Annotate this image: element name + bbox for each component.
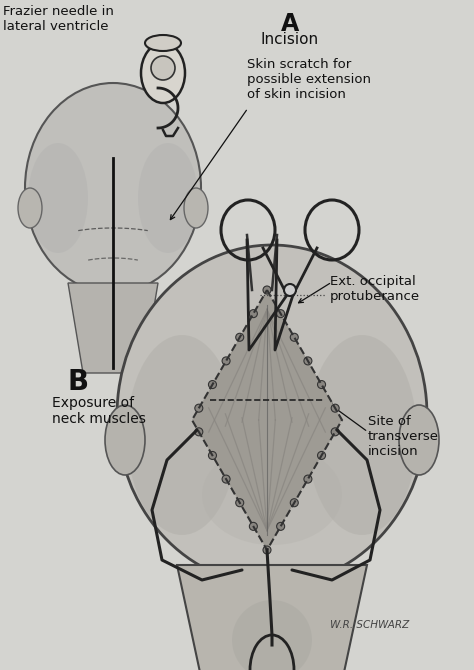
Ellipse shape: [28, 143, 88, 253]
Circle shape: [263, 546, 271, 554]
Circle shape: [222, 475, 230, 483]
Circle shape: [263, 286, 271, 294]
Circle shape: [331, 404, 339, 412]
Circle shape: [195, 404, 203, 412]
Circle shape: [195, 428, 203, 436]
Ellipse shape: [399, 405, 439, 475]
Circle shape: [284, 284, 296, 296]
Circle shape: [236, 333, 244, 341]
Circle shape: [304, 357, 312, 365]
Text: Ext. occipital
protuberance: Ext. occipital protuberance: [330, 275, 420, 303]
Text: Frazier needle in
lateral ventricle: Frazier needle in lateral ventricle: [3, 5, 114, 33]
Ellipse shape: [138, 143, 198, 253]
Ellipse shape: [232, 600, 312, 670]
Text: Exposure of
neck muscles: Exposure of neck muscles: [52, 396, 146, 426]
Ellipse shape: [184, 188, 208, 228]
Polygon shape: [177, 565, 367, 670]
Circle shape: [249, 310, 257, 318]
Circle shape: [318, 381, 326, 389]
Circle shape: [304, 475, 312, 483]
Circle shape: [290, 498, 298, 507]
Text: W.R. SCHWARZ: W.R. SCHWARZ: [330, 620, 409, 630]
Ellipse shape: [145, 35, 181, 51]
Text: A: A: [281, 12, 299, 36]
Ellipse shape: [141, 43, 185, 103]
Circle shape: [331, 428, 339, 436]
Text: Skin scratch for
possible extension
of skin incision: Skin scratch for possible extension of s…: [247, 58, 371, 101]
Circle shape: [236, 498, 244, 507]
Circle shape: [290, 333, 298, 341]
Circle shape: [318, 452, 326, 460]
Polygon shape: [68, 283, 158, 373]
Circle shape: [249, 523, 257, 531]
Circle shape: [277, 310, 284, 318]
Ellipse shape: [127, 335, 237, 535]
Ellipse shape: [117, 245, 427, 585]
Text: Site of
transverse
incision: Site of transverse incision: [368, 415, 439, 458]
Text: B: B: [68, 368, 89, 396]
Text: Incision: Incision: [261, 32, 319, 47]
Ellipse shape: [202, 445, 342, 545]
Ellipse shape: [18, 188, 42, 228]
Ellipse shape: [105, 405, 145, 475]
Circle shape: [151, 56, 175, 80]
Ellipse shape: [25, 83, 201, 293]
Circle shape: [222, 357, 230, 365]
Circle shape: [209, 381, 217, 389]
Circle shape: [277, 523, 284, 531]
Polygon shape: [192, 290, 342, 550]
Circle shape: [209, 452, 217, 460]
Ellipse shape: [307, 335, 417, 535]
